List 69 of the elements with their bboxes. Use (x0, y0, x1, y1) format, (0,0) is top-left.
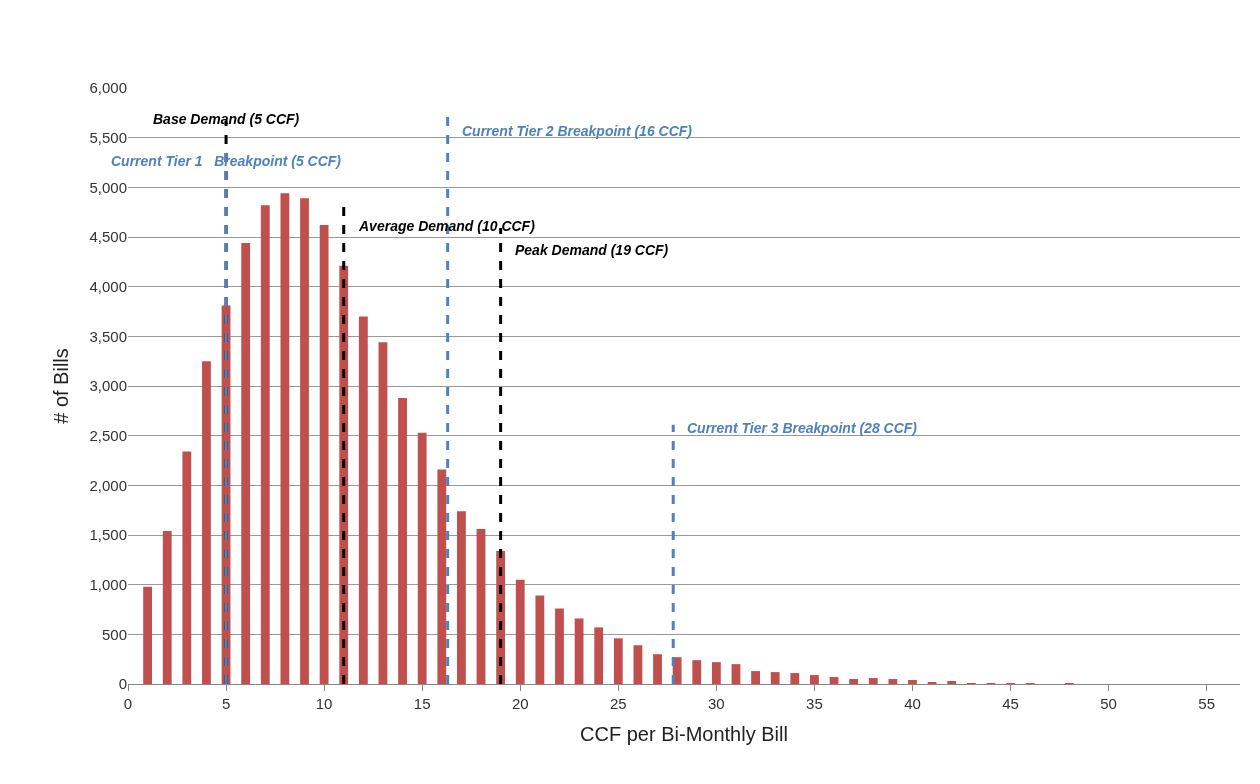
x-tick-label: 10 (315, 695, 333, 712)
bar (358, 316, 368, 684)
bar (692, 660, 702, 684)
bar (633, 645, 643, 684)
bar (398, 397, 407, 684)
bar (555, 608, 564, 684)
bar (947, 681, 957, 684)
y-tick-label: 2,500 (89, 426, 127, 444)
bar (888, 679, 898, 684)
bar (751, 671, 760, 684)
y-axis-title: # of Bills (49, 348, 72, 424)
y-tick-label: 5,500 (89, 128, 127, 146)
y-tick-label: 3,000 (89, 377, 127, 395)
x-tick-label: 45 (1002, 695, 1019, 712)
bar (456, 511, 466, 684)
ref-line-label: Current Tier 2 Breakpoint (16 CCF) (462, 123, 693, 139)
x-tick-label: 35 (806, 695, 823, 712)
bar (182, 451, 192, 684)
bar (908, 680, 917, 684)
x-tick-label: 30 (708, 695, 725, 712)
y-tick-label: 5,000 (89, 178, 127, 196)
bar (241, 242, 251, 684)
bar (790, 673, 800, 684)
ref-line-label: Average Demand (10 CCF) (358, 218, 536, 234)
bar (731, 664, 741, 684)
x-tick-label: 50 (1100, 695, 1117, 712)
y-tick-label: 500 (101, 625, 127, 643)
bar (613, 638, 623, 684)
bar (535, 595, 545, 684)
x-tick-label: 5 (221, 695, 231, 712)
bar (280, 193, 290, 684)
bar (143, 586, 153, 684)
bar (574, 618, 584, 684)
y-tick-label: 1,000 (89, 575, 127, 593)
bar (515, 579, 525, 684)
x-tick-label: 40 (904, 695, 921, 712)
bar (829, 677, 839, 684)
x-tick-label: 15 (413, 695, 431, 712)
ref-line-label: Base Demand (5 CCF) (153, 111, 300, 127)
y-tick-label: 2,000 (89, 476, 127, 494)
ref-line-label: Current Tier 3 Breakpoint (28 CCF) (687, 420, 918, 436)
bar (711, 662, 721, 684)
bar (868, 678, 878, 684)
y-tick-label: 1,500 (89, 526, 127, 544)
x-tick-label: 20 (511, 695, 529, 712)
bar (476, 529, 486, 684)
bar (417, 432, 427, 684)
bar (653, 654, 662, 684)
y-tick-label: 4,000 (89, 277, 127, 295)
x-tick-label: 55 (1198, 695, 1215, 712)
bar (300, 198, 309, 684)
y-tick-label: 0 (118, 675, 127, 693)
y-tick-label: 4,500 (89, 228, 127, 246)
ref-line-label: Current Tier 1 Breakpoint (5 CCF) (111, 153, 342, 169)
bar (202, 361, 211, 684)
bar (378, 342, 388, 684)
x-tick-label: 25 (609, 695, 627, 712)
bar (162, 531, 172, 684)
bar (810, 675, 819, 684)
ref-line-label: Peak Demand (19 CCF) (515, 242, 669, 258)
bar (260, 205, 270, 684)
x-axis-title: CCF per Bi-Monthly Bill (580, 722, 788, 745)
bar (319, 225, 329, 684)
y-tick-label: 6,000 (89, 79, 127, 97)
y-tick-label: 3,500 (89, 327, 127, 345)
bar (849, 679, 859, 684)
bar (594, 627, 604, 684)
bar (770, 672, 780, 684)
bar (437, 469, 447, 684)
